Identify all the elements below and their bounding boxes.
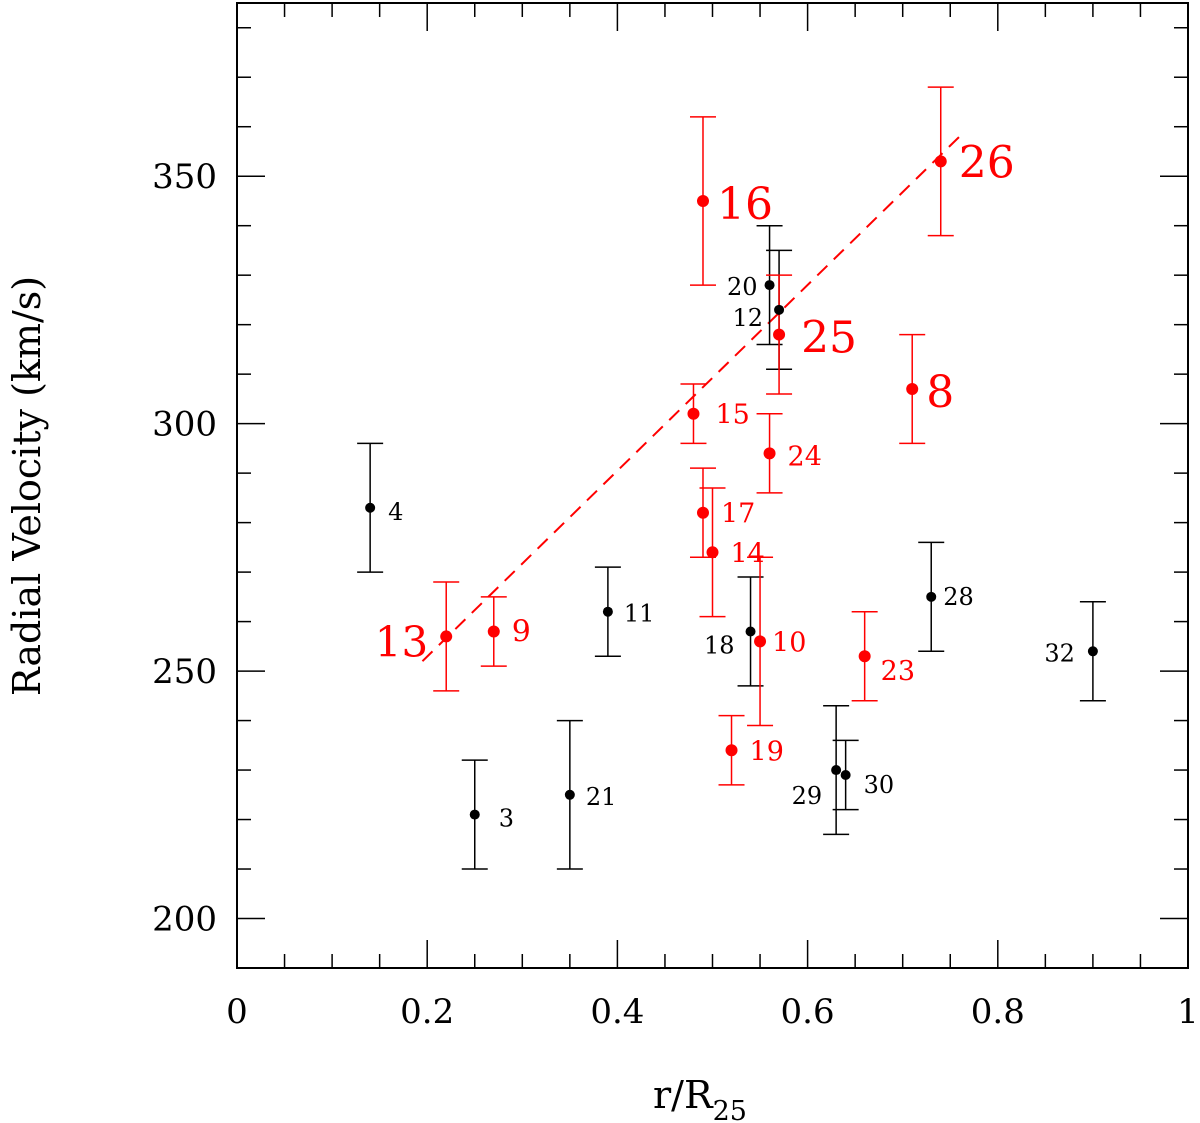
data-point (725, 744, 738, 757)
point-label: 14 (731, 538, 765, 569)
x-tick-label: 0.8 (971, 992, 1025, 1032)
data-point (754, 635, 767, 648)
point-label: 24 (788, 441, 822, 472)
point-label: 20 (727, 273, 758, 301)
data-point (773, 328, 786, 341)
y-axis-label: Radial Velocity (km/s) (5, 276, 49, 696)
y-tick-label: 200 (152, 900, 217, 940)
data-point (926, 591, 937, 602)
x-tick-label: 0.6 (781, 992, 835, 1032)
data-point (840, 770, 851, 780)
x-axis-label: r/R25 (653, 1073, 747, 1123)
point-label: 26 (959, 137, 1015, 188)
data-point (365, 502, 376, 513)
point-label: 9 (512, 614, 531, 649)
data-point (696, 194, 709, 207)
x-tick-label: 0.4 (590, 992, 644, 1032)
data-point (696, 506, 709, 519)
data-point (564, 789, 575, 800)
point-label: 28 (943, 583, 974, 611)
data-point (764, 280, 775, 291)
point-label: 16 (717, 179, 773, 230)
point-label: 10 (772, 627, 806, 658)
axis-ticks (236, 3, 1189, 969)
data-point (858, 650, 871, 663)
point-labels: 4 3 21 11 18 20 12 29 30 28 32 13 9 15 16 17 14 19 10 24 25 2… (375, 137, 1075, 832)
point-label: 3 (499, 805, 514, 833)
point-label: 15 (715, 400, 749, 431)
point-label: 19 (750, 736, 784, 767)
point-label: 32 (1044, 639, 1075, 667)
data-point (687, 407, 700, 420)
point-label: 13 (375, 617, 428, 666)
y-tick-label: 250 (152, 652, 217, 692)
data-point (934, 155, 947, 168)
data-point (469, 809, 480, 820)
data-point (745, 626, 756, 637)
point-label: 4 (388, 498, 403, 526)
point-label: 18 (704, 631, 735, 659)
x-axis-label-main: r/R (653, 1073, 714, 1117)
data-point (440, 630, 453, 643)
data-point (906, 383, 919, 395)
plot-frame (236, 2, 1189, 969)
data-point (602, 606, 613, 617)
y-tick-label: 350 (152, 157, 217, 197)
point-label: 11 (624, 600, 655, 628)
point-label: 25 (801, 313, 857, 364)
point-label: 23 (881, 656, 915, 687)
point-label: 12 (733, 304, 764, 332)
data-point (763, 447, 776, 460)
axis-tick-labels: 0 0.2 0.4 0.6 0.8 1 200 250 300 350 (152, 157, 1199, 1032)
data-point (774, 304, 785, 315)
point-label: 17 (721, 499, 755, 530)
x-tick-label: 1 (1177, 992, 1199, 1032)
data-points (365, 155, 1098, 820)
x-tick-label: 0.2 (400, 992, 454, 1032)
data-point (1087, 646, 1098, 657)
data-point (706, 546, 719, 559)
data-point (487, 625, 500, 638)
point-label: 21 (586, 783, 617, 811)
point-label: 30 (864, 771, 895, 799)
x-tick-label: 0 (226, 992, 248, 1032)
point-label: 29 (792, 782, 823, 810)
data-point (831, 765, 842, 776)
y-tick-label: 300 (152, 405, 217, 445)
point-label: 8 (926, 367, 954, 418)
x-axis-label-subscript: 25 (713, 1096, 747, 1123)
